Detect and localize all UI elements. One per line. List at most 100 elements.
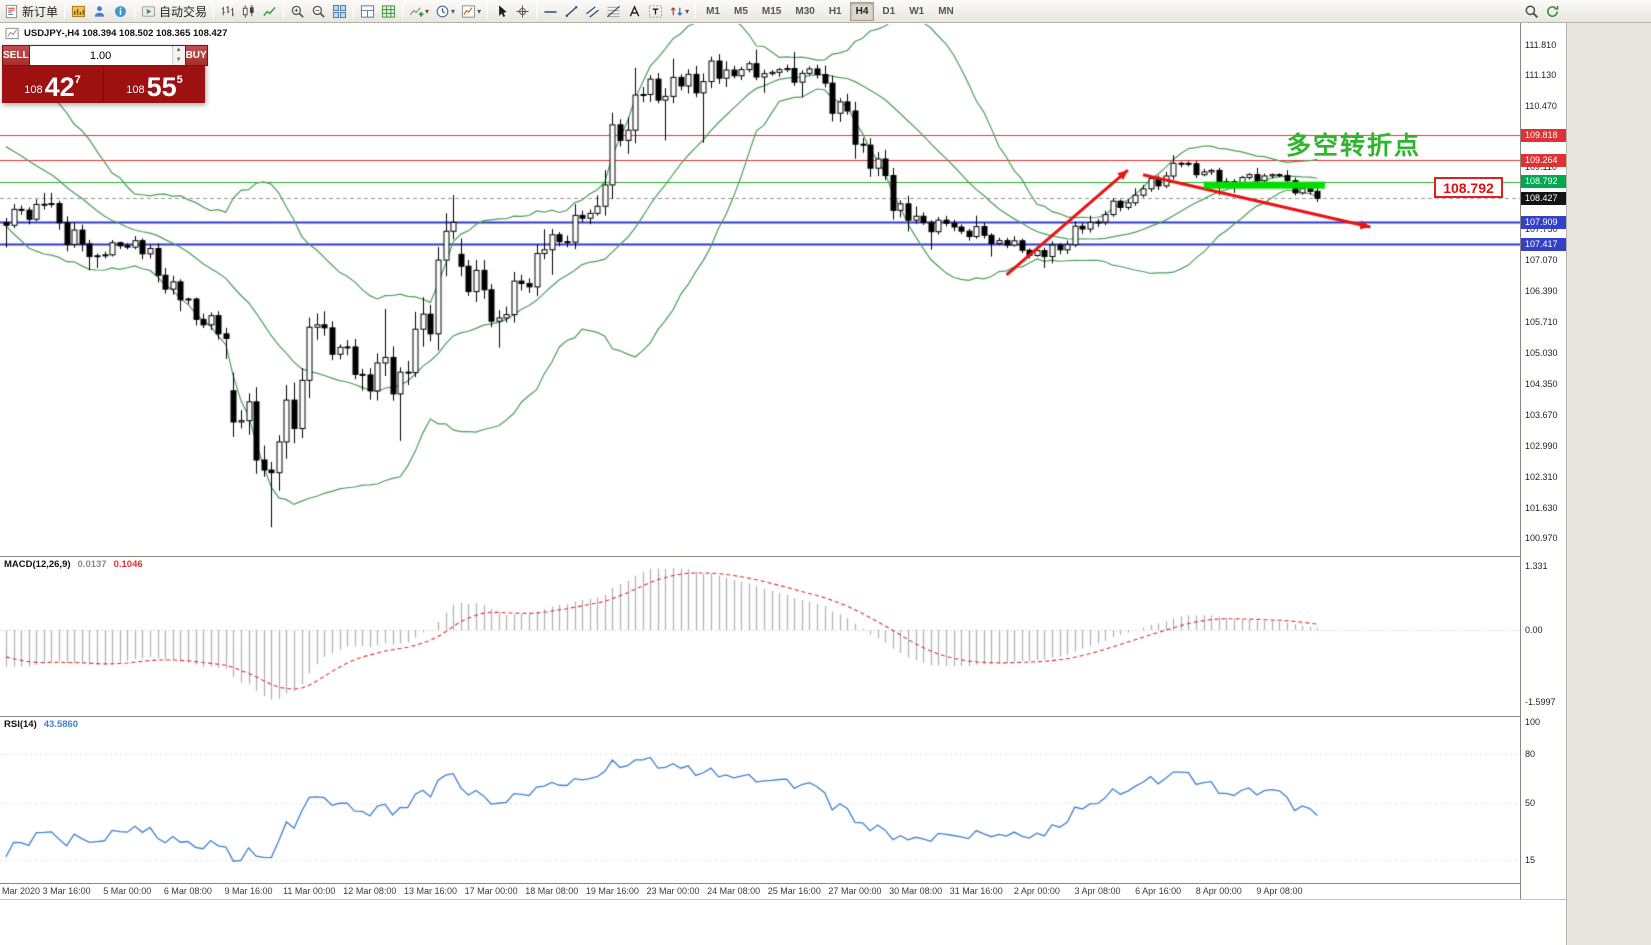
rsi-panel[interactable]: RSI(14) 43.5860 [0, 717, 1520, 883]
current-price-label: 108.427 [1521, 191, 1567, 205]
trendline-button[interactable] [561, 1, 582, 22]
text-button[interactable] [624, 1, 645, 22]
time-axis-label: 6 Apr 16:00 [1135, 886, 1182, 896]
macd-label: MACD(12,26,9) 0.0137 0.1046 [4, 559, 143, 570]
buy-button[interactable]: BUY [184, 45, 208, 66]
rsi-scale-label: 80 [1525, 749, 1536, 760]
bar-chart-button[interactable] [217, 1, 238, 22]
panel-separator [0, 899, 1566, 900]
new-order-label: 新订单 [22, 4, 59, 19]
refresh-icon [1545, 4, 1560, 19]
time-axis-label: 31 Mar 16:00 [949, 886, 1003, 896]
volume-up-icon[interactable]: ▲ [175, 47, 182, 53]
rsi-scale-label: 15 [1525, 854, 1536, 865]
timeframe-mn-button[interactable]: MN [938, 5, 954, 17]
dropdown-arrow-icon[interactable]: ▾ [685, 6, 690, 16]
time-axis-label: 2 Apr 00:00 [1013, 886, 1060, 896]
timeframe-m30-button[interactable]: M30 [795, 5, 815, 17]
price-axis[interactable]: 111.810 111.130 110.470 109.110 107.750 107.0… [1520, 23, 1567, 899]
periods-button[interactable]: ▾ [432, 1, 458, 22]
new-order-button[interactable]: 新订单 [1, 1, 61, 22]
community-button[interactable] [1542, 1, 1563, 22]
grid-button[interactable] [378, 1, 399, 22]
volume-down-icon[interactable]: ▼ [175, 56, 182, 63]
symbol-ohlc-text: USDJPY-,H4 108.394 108.502 108.365 108.4… [24, 28, 228, 39]
timeframe-m5-button[interactable]: M5 [734, 5, 748, 17]
auto-trading-button[interactable]: 自动交易 [138, 1, 210, 22]
time-axis-label: Mar 2020 [2, 886, 41, 896]
timeframe-h4-button[interactable]: H4 [849, 1, 875, 21]
price-axis-tick: 102.310 [1525, 471, 1558, 482]
profile-button[interactable] [89, 1, 110, 22]
auto-trading-label: 自动交易 [159, 4, 208, 19]
channel-button[interactable] [582, 1, 603, 22]
timeframe-h1-button[interactable]: H1 [828, 5, 842, 17]
indicators-button[interactable]: ▾ [406, 1, 432, 22]
templates-button[interactable]: ▾ [458, 1, 484, 22]
crosshair-button[interactable] [512, 1, 533, 22]
info-icon [113, 4, 128, 19]
toolbar: 新订单 自动交易 ▾ ▾ ▾ ▾ M1 M5 M15 M30 H1 H4 D1 W1 MN [0, 0, 1651, 23]
sell-price-big: 42 [44, 72, 75, 102]
panel-separator[interactable] [0, 716, 1566, 717]
time-axis-label: 23 Mar 00:00 [646, 886, 700, 896]
zo om-out-button[interactable] [308, 1, 329, 22]
main-chart-panel[interactable]: USDJPY-,H4 108.394 108.502 108.365 108.4… [0, 23, 1520, 556]
toolbar-separator [536, 3, 538, 19]
toolbar-separator [64, 3, 66, 19]
time-axis-label: 11 Mar 00:00 [283, 886, 336, 896]
price-axis-tick: 105.030 [1525, 348, 1558, 359]
time-axis-label: 24 Mar 08:00 [707, 886, 761, 896]
fibonacci-button[interactable] [603, 1, 624, 22]
dropdown-arrow-icon[interactable]: ▾ [451, 6, 456, 16]
time-axis-label: 17 Mar 00:00 [464, 886, 518, 896]
rsi-name: RSI(14) [4, 719, 37, 730]
sell-button[interactable]: SELL [2, 45, 30, 66]
panel-separator[interactable] [0, 556, 1566, 557]
price-axis-tick: 101.630 [1525, 502, 1558, 513]
timeframe-m15-button[interactable]: M15 [761, 5, 782, 17]
price-axis-tick: 111.810 [1525, 39, 1557, 50]
time-axis-label: 30 Mar 08:00 [889, 886, 943, 896]
horizontal-line-button[interactable] [540, 1, 561, 22]
sell-price-sup: 7 [74, 74, 81, 86]
textA-icon [627, 4, 642, 19]
timeframe-w1-button[interactable]: W1 [909, 5, 925, 17]
text-label-button[interactable] [645, 1, 666, 22]
timeframe-m1-button[interactable]: M1 [706, 5, 720, 17]
zoom-in-button[interactable] [287, 1, 308, 22]
dropdown-arrow-icon[interactable]: ▾ [477, 6, 482, 16]
rsi-scale-label: 100 [1525, 717, 1541, 727]
price-axis-tick: 107.070 [1525, 255, 1558, 266]
buy-price: 108 55 5 [103, 66, 205, 103]
hline-icon [543, 4, 558, 19]
auto-arrange-button[interactable] [357, 1, 378, 22]
linechart-icon [262, 4, 277, 19]
price-level-label: 108.792 [1521, 175, 1567, 189]
price-axis-tick: 111.130 [1525, 70, 1557, 81]
time-axis[interactable]: Mar 2020 3 Mar 16:00 5 Mar 00:00 6 Mar 08:0… [0, 884, 1520, 899]
rsi-scale-label: 50 [1525, 798, 1536, 808]
crosshair-icon [515, 4, 530, 19]
timeframe-d1-button[interactable]: D1 [882, 5, 896, 17]
macd-panel[interactable]: MACD(12,26,9) 0.0137 0.1046 [0, 557, 1520, 716]
data-window-button[interactable] [110, 1, 131, 22]
tile-windows-button[interactable] [329, 1, 350, 22]
gold-chart-icon [71, 4, 86, 19]
autoplay-icon [141, 4, 156, 19]
price-level-label: 107.909 [1521, 215, 1567, 229]
volume-input[interactable] [29, 46, 172, 65]
search-button[interactable] [1521, 1, 1542, 22]
macd-main-value: 0.0137 [77, 559, 107, 570]
candle-chart-button[interactable] [238, 1, 259, 22]
line-chart-button[interactable] [259, 1, 280, 22]
arrows-button[interactable]: ▾ [666, 1, 692, 22]
sell-price: 108 42 7 [2, 66, 103, 103]
macd-name: MACD(12,26,9) [4, 559, 71, 570]
macd-signal-value: 0.1046 [113, 559, 143, 570]
cursor-button[interactable] [491, 1, 512, 22]
charts-button[interactable] [68, 1, 89, 22]
dropdown-arrow-icon[interactable]: ▾ [425, 6, 430, 16]
chart-canvas[interactable] [0, 23, 1520, 900]
